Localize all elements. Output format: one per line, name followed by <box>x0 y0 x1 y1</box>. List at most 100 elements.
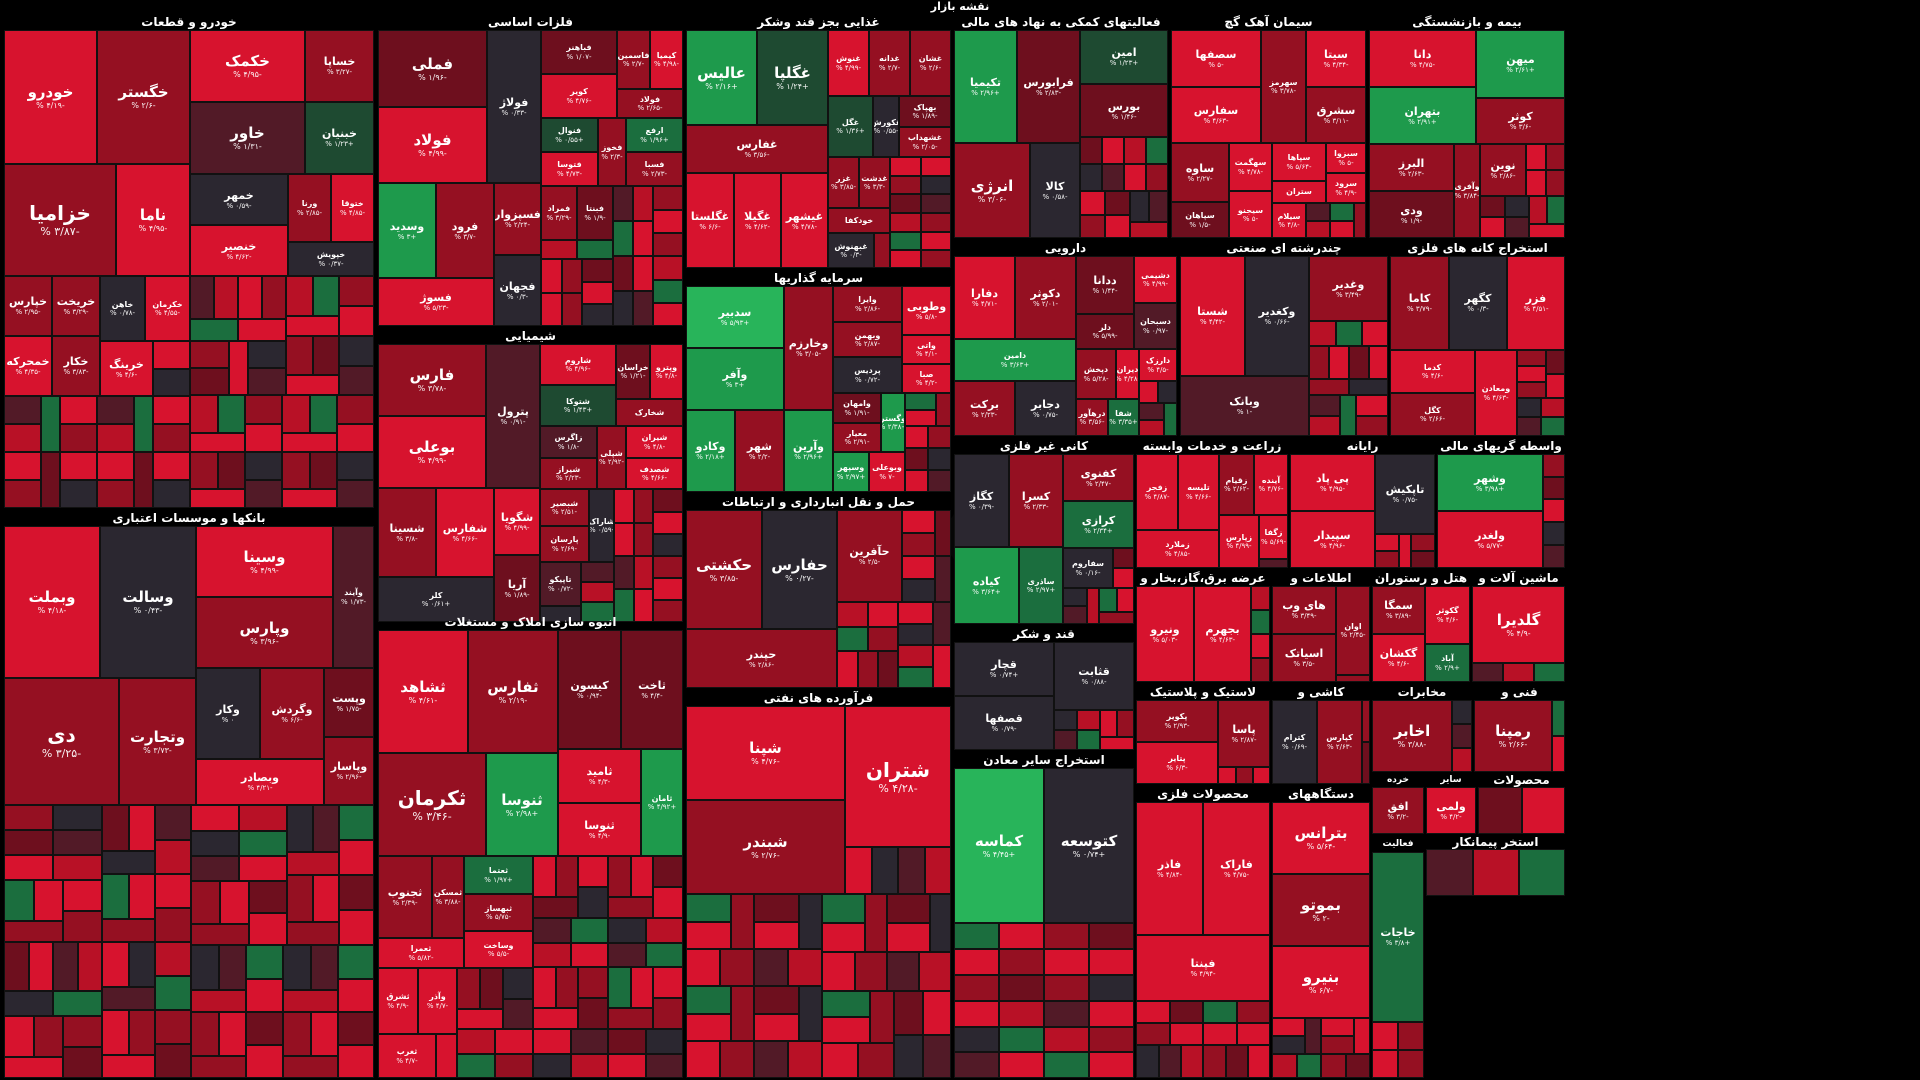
stock-tile-small[interactable] <box>933 645 951 688</box>
stock-tile[interactable]: فباهنر -۱/۰۷ % <box>541 30 617 74</box>
stock-tile[interactable]: شخارک <box>616 399 683 426</box>
stock-tile-small[interactable] <box>954 975 999 1001</box>
stock-tile-small[interactable] <box>102 987 155 1010</box>
stock-tile[interactable]: ودی -۱/۹ % <box>1369 191 1454 238</box>
stock-tile[interactable]: ثامان +۴/۹۲ % <box>641 749 683 856</box>
stock-tile[interactable]: فتوسا -۴/۷۳ % <box>541 152 598 186</box>
stock-tile-small[interactable] <box>1354 203 1366 238</box>
stock-tile-small[interactable] <box>339 805 374 840</box>
stock-tile-small[interactable] <box>1375 534 1399 551</box>
stock-tile-small[interactable] <box>4 452 41 480</box>
stock-tile-small[interactable] <box>1080 164 1102 191</box>
stock-tile-small[interactable] <box>923 991 951 1035</box>
stock-tile-small[interactable] <box>1543 477 1565 499</box>
stock-tile-small[interactable] <box>581 562 614 582</box>
stock-tile-small[interactable] <box>890 176 921 194</box>
stock-tile-small[interactable] <box>78 942 102 991</box>
stock-tile[interactable]: خپویش -۰/۳۷ % <box>288 242 374 276</box>
stock-tile-small[interactable] <box>954 1027 999 1052</box>
stock-tile[interactable]: وآرین +۲/۹۶ % <box>784 410 833 492</box>
stock-tile-small[interactable] <box>1089 923 1134 949</box>
stock-tile[interactable]: شاروم -۴/۹۶ % <box>540 344 616 385</box>
stock-tile[interactable]: وپست -۱/۷۵ % <box>324 668 374 737</box>
stock-tile[interactable]: فسبا -۲/۷۳ % <box>626 152 683 186</box>
stock-tile-small[interactable] <box>436 1034 457 1078</box>
stock-tile-small[interactable] <box>155 1010 191 1044</box>
stock-tile-small[interactable] <box>155 805 191 840</box>
stock-tile-small[interactable] <box>191 945 219 990</box>
stock-tile-small[interactable] <box>1203 1045 1226 1078</box>
stock-tile-small[interactable] <box>63 880 102 911</box>
stock-tile-small[interactable] <box>1237 1023 1270 1045</box>
stock-tile[interactable]: بهپاک -۱/۸۹ % <box>899 96 951 127</box>
stock-tile[interactable]: شسینا -۳/۸ % <box>378 488 436 577</box>
stock-tile-small[interactable] <box>1297 1054 1321 1078</box>
stock-tile-small[interactable] <box>686 894 731 922</box>
stock-tile-small[interactable] <box>822 923 865 952</box>
stock-tile-small[interactable] <box>219 1012 246 1056</box>
stock-tile-small[interactable] <box>313 336 339 375</box>
stock-tile-small[interactable] <box>1519 849 1565 896</box>
stock-tile-small[interactable] <box>1330 221 1354 238</box>
stock-tile[interactable]: خبنیان +۱/۲۳ % <box>305 102 374 174</box>
stock-tile[interactable]: آینده -۴/۷۶ % <box>1254 454 1288 515</box>
stock-tile[interactable]: تکیمیا +۲/۹۶ % <box>954 30 1017 143</box>
stock-tile-small[interactable] <box>1099 612 1134 624</box>
stock-tile[interactable]: پردیس -۰/۷۲ % <box>833 357 902 393</box>
stock-tile[interactable]: حپندر -۲/۸۶ % <box>686 629 837 688</box>
stock-tile-small[interactable] <box>457 1009 503 1029</box>
stock-tile-small[interactable] <box>581 582 614 602</box>
stock-tile-small[interactable] <box>63 1047 102 1078</box>
stock-tile-small[interactable] <box>1362 742 1370 784</box>
stock-tile-small[interactable] <box>582 282 613 304</box>
stock-tile-small[interactable] <box>155 840 191 874</box>
stock-tile-small[interactable] <box>653 186 683 210</box>
stock-tile-small[interactable] <box>653 210 683 233</box>
stock-tile-small[interactable] <box>97 396 134 424</box>
stock-tile-small[interactable] <box>855 952 887 991</box>
stock-tile-small[interactable] <box>246 979 283 1012</box>
stock-tile[interactable]: سیتا -۴/۳۴ % <box>1306 30 1366 87</box>
stock-tile[interactable]: وآفری -۳/۸۴ % <box>1454 144 1480 238</box>
stock-tile-small[interactable] <box>129 942 155 987</box>
stock-tile-small[interactable] <box>562 259 582 293</box>
stock-tile[interactable]: کسرا -۲/۳۳ % <box>1009 454 1063 547</box>
stock-tile-small[interactable] <box>1077 730 1100 750</box>
stock-tile-small[interactable] <box>1170 1001 1203 1023</box>
stock-tile-small[interactable] <box>1226 1045 1248 1078</box>
stock-tile[interactable]: وساخت -۵/۵ % <box>464 931 533 968</box>
stock-tile-small[interactable] <box>1480 217 1505 238</box>
stock-tile[interactable]: تلیسه -۴/۶۶ % <box>1178 454 1219 530</box>
stock-tile-small[interactable] <box>153 424 190 452</box>
stock-tile-small[interactable] <box>1321 1018 1354 1036</box>
stock-tile[interactable]: پتایر -۶/۳ % <box>1136 742 1218 784</box>
stock-tile-small[interactable] <box>633 186 653 221</box>
stock-tile-small[interactable] <box>1354 1018 1370 1054</box>
stock-tile-small[interactable] <box>541 240 577 259</box>
stock-tile-small[interactable] <box>310 395 337 433</box>
stock-tile[interactable]: وغدیر -۳/۴۹ % <box>1309 256 1388 321</box>
stock-tile-small[interactable] <box>191 990 246 1012</box>
stock-tile-small[interactable] <box>1411 551 1435 568</box>
stock-tile-small[interactable] <box>129 1010 155 1055</box>
stock-tile[interactable]: ونیرو -۵/۰۳ % <box>1136 586 1194 682</box>
stock-tile-small[interactable] <box>571 1029 608 1054</box>
stock-tile-small[interactable] <box>582 304 613 326</box>
stock-tile[interactable]: خپارس -۲/۹۵ % <box>4 276 52 336</box>
stock-tile-small[interactable] <box>287 805 313 852</box>
stock-tile-small[interactable] <box>53 805 102 830</box>
stock-tile-small[interactable] <box>1117 710 1134 737</box>
stock-tile[interactable]: غشهداب -۲/۰۵ % <box>899 127 951 157</box>
stock-tile-small[interactable] <box>902 579 935 602</box>
stock-tile-small[interactable] <box>311 1012 338 1056</box>
stock-tile-small[interactable] <box>248 341 286 368</box>
stock-tile-small[interactable] <box>1541 398 1565 417</box>
stock-tile-small[interactable] <box>1372 1050 1398 1078</box>
stock-tile[interactable]: فاراک -۴/۷۵ % <box>1203 802 1270 935</box>
stock-tile-small[interactable] <box>898 847 925 894</box>
stock-tile-small[interactable] <box>1136 1023 1170 1045</box>
stock-tile[interactable]: غیشهر -۴/۷۸ % <box>781 173 828 268</box>
stock-tile-small[interactable] <box>102 874 129 919</box>
stock-tile-small[interactable] <box>1349 379 1388 395</box>
stock-tile-small[interactable] <box>1236 767 1253 784</box>
